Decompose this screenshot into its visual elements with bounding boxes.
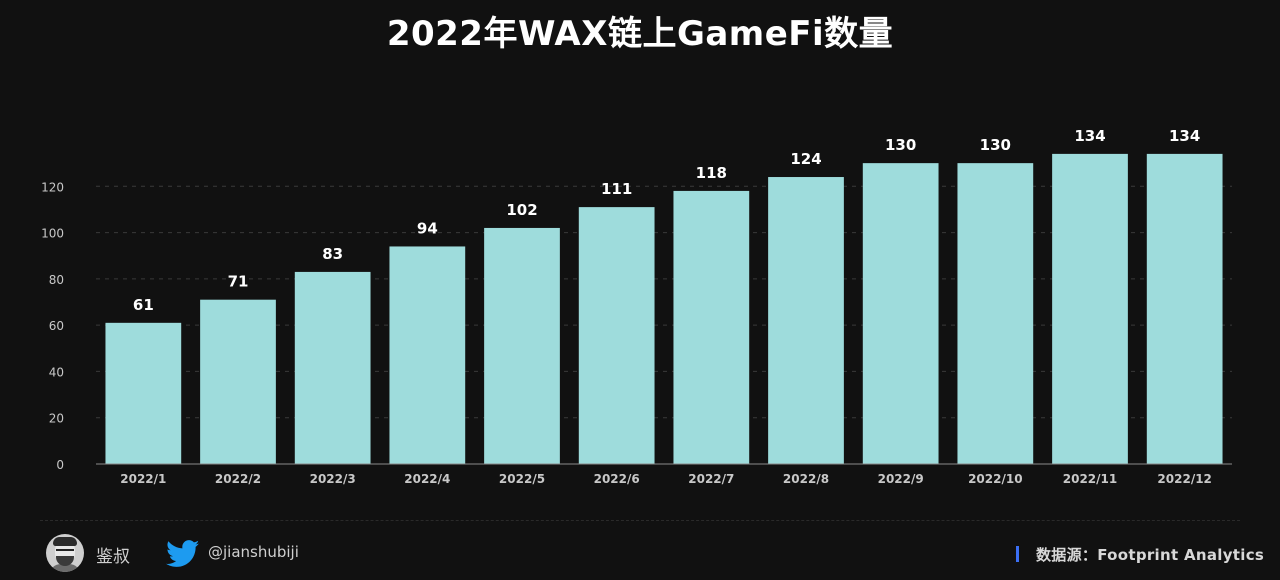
data-label: 61 [133,296,154,314]
x-tick-label: 2022/12 [1157,472,1211,486]
bar-chart: 0 20 40 60 80 100 120 61 71 83 94 102 111 118 124 130 1… [41,127,1232,486]
data-label: 134 [1169,127,1200,145]
data-source: 数据源：Footprint Analytics [1036,546,1265,564]
x-axis-ticks: 2022/1 2022/2 2022/3 2022/4 2022/5 2022/6 2022… [120,472,1212,486]
bar-2022/11 [1052,153,1128,464]
x-tick-label: 2022/2 [215,472,261,486]
y-tick-label: 0 [56,458,64,472]
twitter-handle: @jianshubiji [208,543,299,561]
data-label: 124 [790,150,821,168]
data-label: 130 [980,136,1011,154]
bar-2022/4 [389,246,466,464]
x-tick-label: 2022/6 [594,472,640,486]
bar-2022/12 [1146,153,1223,464]
bar-2022/3 [294,271,371,464]
footer: 鉴叔 @jianshubiji 数据源：Footprint Analytics [0,534,1280,574]
data-label: 118 [696,164,727,182]
y-tick-label: 60 [49,319,64,333]
bar-2022/5 [484,227,560,464]
data-label: 111 [601,180,632,198]
x-tick-label: 2022/9 [878,472,924,486]
data-label: 94 [417,219,438,237]
bar-2022/9 [862,163,939,464]
chart-title: 2022年WAX链上GameFi数量 [386,14,894,54]
twitter-icon [166,540,200,567]
data-label: 130 [885,136,916,154]
grid-layer [96,185,1232,419]
data-label: 102 [506,201,537,219]
x-tick-label: 2022/8 [783,472,829,486]
author-name: 鉴叔 [96,547,130,567]
x-tick-label: 2022/4 [404,472,450,486]
data-label: 134 [1074,127,1105,145]
x-tick-label: 2022/3 [310,472,356,486]
x-tick-label: 2022/7 [688,472,734,486]
bars [105,153,1223,464]
bar-2022/10 [957,163,1034,464]
data-labels: 61 71 83 94 102 111 118 124 130 130 134 134 [133,127,1200,314]
avatar-icon [46,534,84,572]
x-tick-label: 2022/11 [1063,472,1117,486]
data-label: 83 [322,245,343,263]
data-label: 71 [228,273,249,291]
y-tick-label: 80 [49,273,64,287]
x-tick-label: 2022/10 [968,472,1022,486]
bar-2022/1 [105,322,182,464]
y-tick-label: 120 [41,180,64,194]
y-tick-label: 20 [49,412,64,426]
x-tick-label: 2022/1 [120,472,166,486]
bar-2022/8 [768,177,844,464]
y-axis-ticks: 0 20 40 60 80 100 120 [41,180,64,472]
bar-2022/2 [200,299,276,464]
y-tick-label: 40 [49,365,64,379]
bar-2022/6 [578,207,655,464]
x-tick-label: 2022/5 [499,472,545,486]
y-tick-label: 100 [41,227,64,241]
bar-2022/7 [673,190,750,464]
source-accent-bar [1016,546,1019,562]
footer-divider [40,520,1240,521]
